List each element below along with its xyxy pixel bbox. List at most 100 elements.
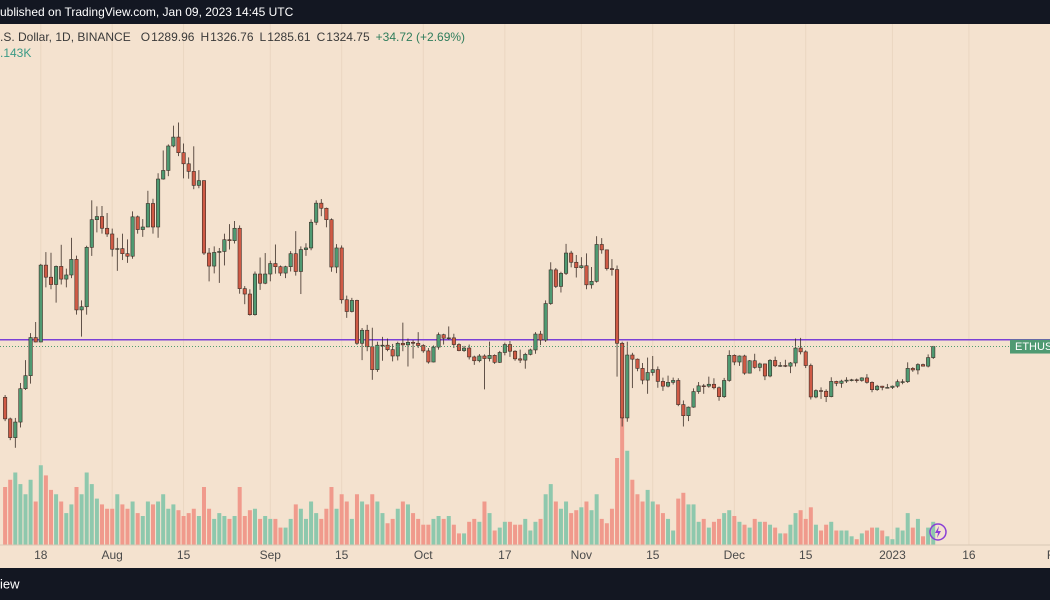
volume-bar	[278, 527, 283, 545]
volume-bar	[905, 513, 910, 545]
alert-bolt	[935, 526, 941, 538]
candle-body	[609, 268, 614, 270]
candle-body	[722, 380, 727, 397]
volume-bar	[23, 494, 28, 545]
candle-body	[615, 269, 620, 344]
volume-bar	[69, 504, 74, 545]
candle-body	[23, 375, 28, 389]
candle-body	[33, 337, 38, 343]
candle-body	[706, 383, 711, 387]
volume-bar	[660, 513, 665, 545]
volume-bar	[176, 510, 181, 545]
volume-bar	[166, 508, 171, 545]
volume-bar	[145, 501, 150, 545]
volume-bar	[885, 536, 890, 545]
volume-bar	[314, 513, 319, 545]
candle-body	[18, 388, 23, 423]
volume-bar	[645, 489, 650, 545]
candle-body	[115, 248, 120, 250]
volume-bar	[283, 527, 288, 545]
candle-body	[400, 342, 405, 346]
volume-bar	[324, 508, 329, 545]
volume-bar	[518, 524, 523, 545]
candle-body	[864, 377, 869, 383]
volume-bar	[701, 518, 706, 545]
volume-bar	[788, 524, 793, 545]
volume-bar	[298, 508, 303, 545]
candle-body	[676, 380, 681, 405]
candle-body	[329, 219, 334, 268]
volume-bar	[655, 504, 660, 545]
volume-bar	[421, 524, 426, 545]
candle-body	[405, 342, 410, 346]
volume-bar	[523, 518, 528, 545]
candle-body	[298, 249, 303, 272]
volume-bar	[706, 527, 711, 545]
volume-layer	[3, 414, 936, 545]
volume-bar	[237, 487, 242, 545]
candle-body	[145, 203, 150, 228]
candle-body	[349, 300, 354, 312]
volume-bar	[125, 508, 130, 545]
candle-body	[594, 244, 599, 282]
volume-bar	[467, 521, 472, 545]
candle-body	[900, 381, 905, 383]
volume-bar	[150, 504, 155, 545]
candle-body	[370, 346, 375, 370]
candle-body	[477, 355, 482, 362]
candle-body	[885, 387, 890, 389]
volume-bar	[921, 536, 926, 545]
volume-bar	[54, 494, 59, 545]
candle-body	[650, 369, 655, 373]
candle-body	[64, 274, 69, 280]
volume-bar	[120, 504, 125, 545]
volume-bar	[844, 530, 849, 545]
candle-body	[150, 203, 155, 228]
candle-body	[834, 381, 839, 384]
volume-bar	[620, 414, 625, 545]
candle-body	[558, 273, 563, 287]
candle-body	[472, 356, 477, 362]
candle-body	[502, 344, 507, 353]
price-layer: ETHUS	[0, 122, 1050, 448]
candle-body	[181, 152, 186, 165]
candle-body	[553, 269, 558, 287]
candle-body	[640, 368, 645, 381]
candle-body	[487, 355, 492, 359]
volume-bar	[273, 518, 278, 545]
volume-bar	[217, 513, 222, 545]
candle-body	[757, 363, 762, 368]
volume-bar	[671, 530, 676, 545]
volume-bar	[405, 504, 410, 545]
volume-bar	[599, 518, 604, 545]
volume-bar	[33, 501, 38, 545]
candle-body	[237, 227, 242, 289]
candle-body	[222, 239, 227, 252]
volume-bar	[416, 518, 421, 545]
volume-bar	[426, 524, 431, 545]
volume-bar	[38, 465, 43, 545]
alert-icon[interactable]	[929, 523, 947, 541]
volume-bar	[263, 516, 268, 545]
candle-body	[314, 202, 319, 223]
volume-bar	[926, 527, 931, 545]
volume-bar	[462, 533, 467, 545]
volume-bar	[84, 472, 89, 545]
volume-bar	[395, 508, 400, 545]
volume-bar	[8, 479, 13, 545]
legend-change: +34.72 (+2.69%)	[376, 30, 465, 44]
candle-body	[727, 355, 732, 381]
candle-body	[411, 342, 416, 344]
candle-body	[589, 281, 594, 286]
volume-bar	[803, 518, 808, 545]
volume-bar	[829, 521, 834, 545]
volume-bar	[533, 521, 538, 545]
candle-body	[436, 334, 441, 348]
candle-body	[926, 357, 931, 367]
candle-body	[762, 363, 767, 377]
candle-body	[538, 333, 543, 341]
volume-bar	[773, 527, 778, 545]
x-tick-label: Dec	[724, 548, 745, 562]
volume-bar	[74, 487, 79, 545]
